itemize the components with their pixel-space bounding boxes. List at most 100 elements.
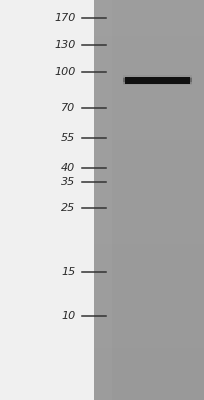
Bar bbox=[94, 120, 204, 124]
Bar bbox=[94, 368, 204, 372]
Bar bbox=[94, 228, 204, 232]
Bar bbox=[94, 396, 204, 400]
Bar bbox=[94, 88, 204, 92]
Bar bbox=[94, 364, 204, 368]
Bar bbox=[94, 256, 204, 260]
Bar bbox=[94, 52, 204, 56]
Bar bbox=[94, 128, 204, 132]
Bar bbox=[94, 24, 204, 28]
Bar bbox=[94, 272, 204, 276]
Bar bbox=[94, 0, 204, 4]
Bar bbox=[94, 248, 204, 252]
Bar bbox=[94, 300, 204, 304]
Bar bbox=[94, 264, 204, 268]
Bar bbox=[94, 244, 204, 248]
Bar bbox=[94, 4, 204, 8]
Text: 35: 35 bbox=[61, 177, 75, 187]
Bar bbox=[94, 348, 204, 352]
Bar bbox=[94, 384, 204, 388]
Bar bbox=[94, 188, 204, 192]
Bar bbox=[94, 92, 204, 96]
Bar bbox=[94, 68, 204, 72]
Bar bbox=[94, 12, 204, 16]
Bar bbox=[94, 276, 204, 280]
Bar bbox=[94, 268, 204, 272]
Bar bbox=[94, 16, 204, 20]
Text: 40: 40 bbox=[61, 163, 75, 173]
Bar bbox=[94, 160, 204, 164]
Bar bbox=[94, 44, 204, 48]
Bar bbox=[94, 168, 204, 172]
Bar bbox=[94, 296, 204, 300]
Text: 55: 55 bbox=[61, 133, 75, 143]
Bar bbox=[94, 104, 204, 108]
Bar bbox=[94, 172, 204, 176]
Bar bbox=[94, 108, 204, 112]
Bar bbox=[94, 60, 204, 64]
Bar bbox=[94, 124, 204, 128]
Bar bbox=[94, 180, 204, 184]
Text: 130: 130 bbox=[54, 40, 75, 50]
Bar bbox=[94, 308, 204, 312]
Bar bbox=[94, 288, 204, 292]
Bar bbox=[94, 132, 204, 136]
Bar bbox=[123, 75, 192, 85]
Bar bbox=[94, 0, 112, 400]
Bar bbox=[94, 312, 204, 316]
Bar bbox=[94, 208, 204, 212]
Bar bbox=[94, 196, 204, 200]
Bar bbox=[94, 76, 204, 80]
Bar bbox=[94, 140, 204, 144]
Text: 100: 100 bbox=[54, 67, 75, 77]
Bar bbox=[94, 328, 204, 332]
Bar bbox=[94, 336, 204, 340]
Bar bbox=[94, 240, 204, 244]
Bar bbox=[94, 84, 204, 88]
Bar bbox=[94, 252, 204, 256]
Bar bbox=[94, 292, 204, 296]
Bar bbox=[94, 40, 204, 44]
Bar bbox=[125, 76, 190, 84]
Bar bbox=[94, 116, 204, 120]
Bar bbox=[94, 204, 204, 208]
Bar bbox=[94, 184, 204, 188]
Bar bbox=[94, 324, 204, 328]
Bar bbox=[94, 344, 204, 348]
Bar bbox=[94, 156, 204, 160]
Bar bbox=[123, 76, 192, 84]
Bar bbox=[94, 36, 204, 40]
Bar bbox=[123, 78, 192, 82]
Bar bbox=[94, 220, 204, 224]
Bar bbox=[94, 152, 204, 156]
Bar bbox=[94, 28, 204, 32]
Text: 15: 15 bbox=[61, 267, 75, 277]
Bar bbox=[94, 236, 204, 240]
Bar bbox=[94, 136, 204, 140]
Bar bbox=[94, 32, 204, 36]
Bar bbox=[94, 144, 204, 148]
Bar bbox=[94, 356, 204, 360]
Bar bbox=[94, 232, 204, 236]
Bar bbox=[94, 176, 204, 180]
Bar bbox=[94, 8, 204, 12]
Bar bbox=[94, 280, 204, 284]
Text: 10: 10 bbox=[61, 311, 75, 321]
Bar bbox=[94, 56, 204, 60]
Bar bbox=[94, 260, 204, 264]
Bar bbox=[94, 72, 204, 76]
Bar bbox=[94, 284, 204, 288]
Text: 170: 170 bbox=[54, 13, 75, 23]
Bar bbox=[94, 388, 204, 392]
Bar bbox=[94, 20, 204, 24]
Text: 70: 70 bbox=[61, 103, 75, 113]
Bar bbox=[94, 64, 204, 68]
Bar bbox=[94, 80, 204, 84]
Bar bbox=[94, 352, 204, 356]
Bar bbox=[94, 360, 204, 364]
Bar bbox=[94, 200, 204, 204]
Bar bbox=[94, 380, 204, 384]
Bar bbox=[94, 48, 204, 52]
Bar bbox=[94, 212, 204, 216]
Bar bbox=[94, 376, 204, 380]
Bar bbox=[94, 392, 204, 396]
